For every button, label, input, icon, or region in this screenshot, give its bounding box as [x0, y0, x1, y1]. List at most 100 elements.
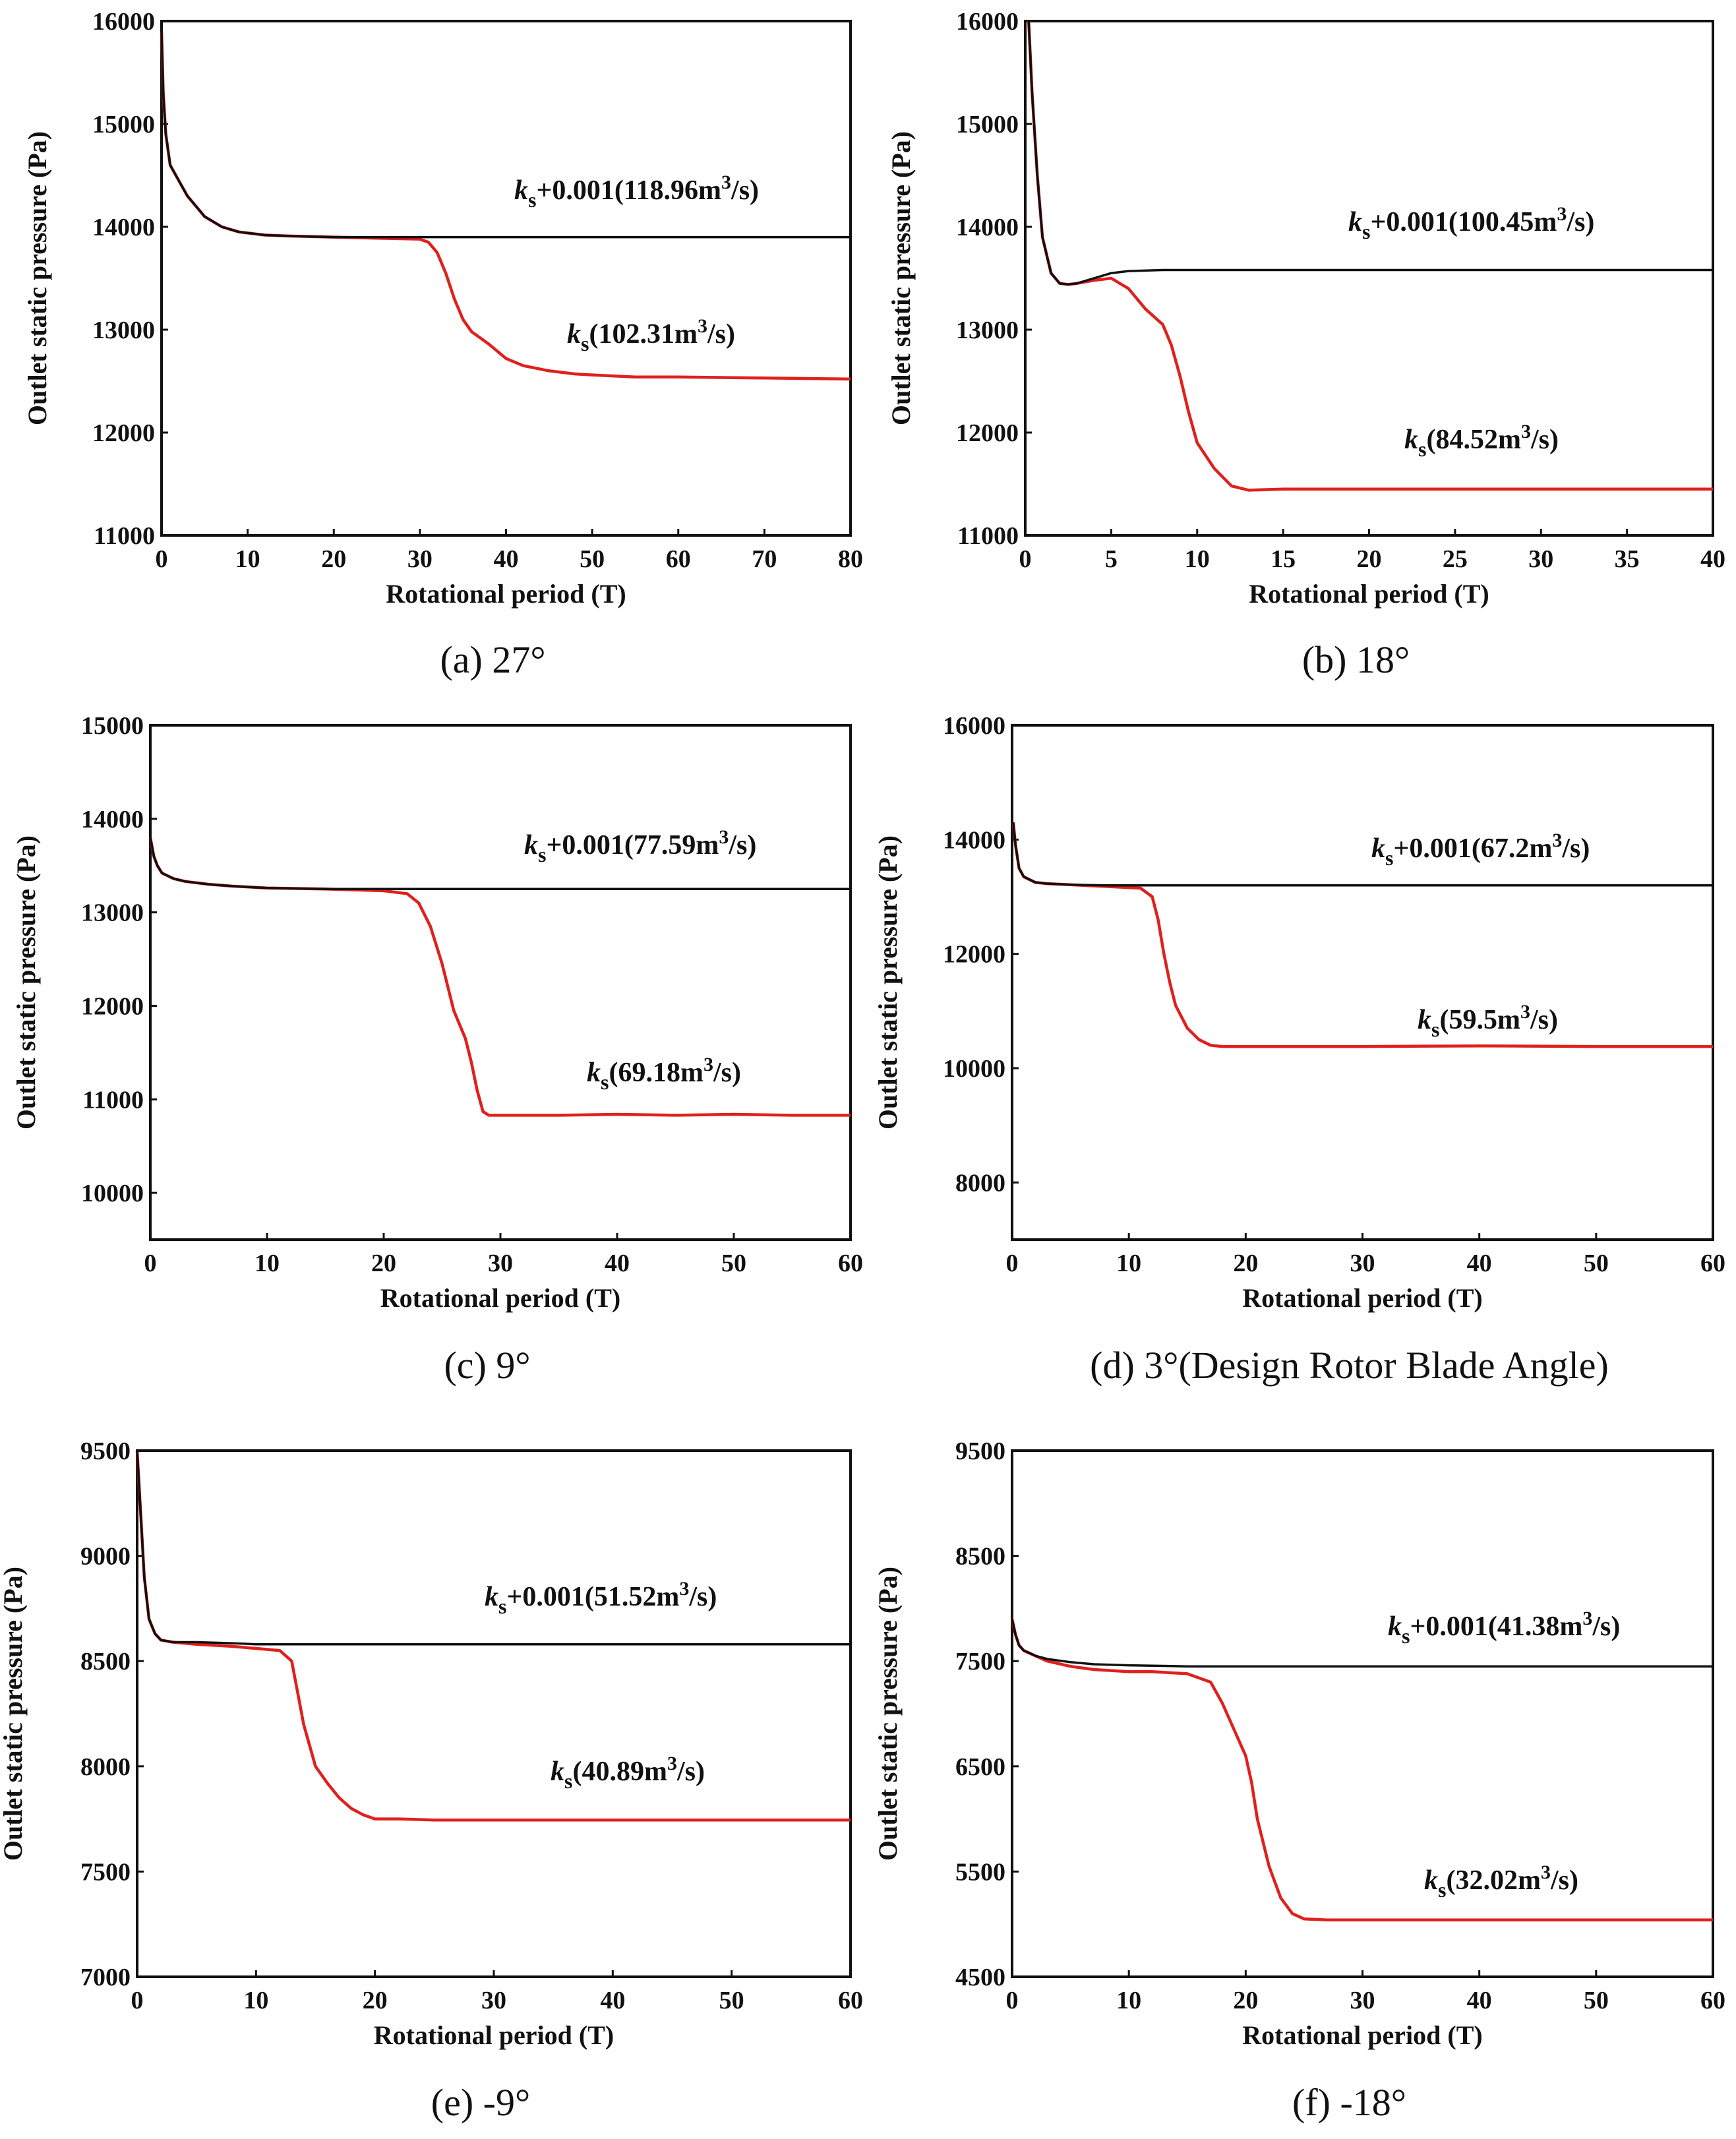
x-tick-label: 20: [321, 545, 346, 573]
x-tick-label: 40: [600, 1987, 625, 2014]
x-axis-label: Rotational period (T): [1242, 1283, 1482, 1313]
y-tick-label: 13000: [92, 316, 155, 344]
y-tick-label: 15000: [956, 111, 1019, 138]
x-tick-label: 0: [1006, 1250, 1019, 1277]
y-axis-label: Outlet static pressure (Pa): [886, 131, 916, 425]
series-label-subscript: s: [601, 1070, 609, 1094]
x-tick-label: 50: [719, 1987, 744, 2014]
x-tick-label: 60: [838, 1987, 863, 2014]
series-label-symbol: k: [551, 1757, 564, 1787]
series-label-text: (84.52m: [1426, 425, 1520, 455]
x-tick-label: 0: [156, 545, 168, 573]
series-label-symbol: k: [524, 830, 538, 860]
x-tick-label: 35: [1615, 545, 1640, 573]
series-label-superscript: 3: [721, 171, 731, 193]
y-tick-label: 7500: [955, 1648, 1005, 1675]
series-label-unit: /s): [713, 1058, 741, 1088]
series-label-unit: /s): [1550, 1865, 1578, 1896]
panel-caption: (b) 18°: [1302, 638, 1410, 681]
series-label-text: +0.001(67.2m: [1393, 833, 1552, 864]
series-label-superscript: 3: [703, 1054, 713, 1075]
x-tick-label: 10: [1185, 545, 1210, 573]
series-label-symbol: k: [1388, 1612, 1402, 1642]
y-tick-label: 11000: [82, 1086, 144, 1114]
y-axis-label: Outlet static pressure (Pa): [22, 131, 52, 425]
panel-caption: (c) 9°: [444, 1344, 530, 1387]
series-label-unit: /s): [728, 830, 756, 860]
chart-panel-1: 0 5 10 15 20 25 30 35 40 11000 12000 13000 14000 1500…: [886, 8, 1725, 681]
series-label-text: (102.31m: [589, 319, 697, 349]
x-axis-label: Rotational period (T): [386, 579, 626, 609]
x-tick-label: 80: [838, 545, 863, 573]
chart-panel-5: 0 10 20 30 40 50 60 4500 5500 6500 7500 8500 9500 Rot…: [873, 1437, 1725, 2124]
y-axis-label: Outlet static pressure (Pa): [0, 1567, 28, 1861]
x-tick-label: 10: [243, 1987, 268, 2014]
series-label-text: +0.001(77.59m: [546, 830, 719, 860]
series-line-1: [1011, 822, 1713, 1048]
y-tick-label: 12000: [81, 992, 144, 1020]
series-label-superscript: 3: [698, 315, 707, 337]
series-label-unit: /s): [1530, 425, 1559, 455]
series-label-superscript: 3: [1582, 1608, 1592, 1629]
series-label-unit: /s): [731, 175, 759, 206]
x-tick-label: 30: [407, 545, 433, 573]
x-tick-label: 30: [1350, 1250, 1375, 1277]
series-label-symbol: k: [1348, 207, 1362, 237]
series-label-0: ks+0.001(77.59m3/s): [524, 826, 756, 866]
series-line-0: [1011, 1619, 1713, 1668]
series-label-unit: /s): [1592, 1612, 1620, 1642]
x-tick-label: 50: [1584, 1250, 1609, 1277]
y-tick-label: 12000: [943, 941, 1005, 969]
x-axis-label: Rotational period (T): [380, 1283, 620, 1313]
y-tick-label: 10000: [81, 1180, 144, 1207]
x-axis-label: Rotational period (T): [1242, 2020, 1482, 2050]
plot-frame: [1011, 1449, 1714, 1978]
series-label-subscript: s: [1431, 1017, 1439, 1041]
series-label-1: ks(40.89m3/s): [551, 1753, 705, 1793]
x-tick-label: 0: [1019, 545, 1032, 573]
series-label-1: ks(102.31m3/s): [567, 315, 735, 355]
y-tick-label: 13000: [81, 899, 144, 927]
series-label-1: ks(32.02m3/s): [1424, 1861, 1578, 1902]
plot-frame: [149, 724, 852, 1241]
chart-panel-2: 0 10 20 30 40 50 60 10000 11000 12000 13000 14000 15…: [11, 712, 863, 1387]
y-tick-label: 10000: [943, 1055, 1005, 1083]
y-axis-label: Outlet static pressure (Pa): [873, 1567, 903, 1861]
series-label-text: (59.5m: [1439, 1005, 1520, 1035]
y-tick-label: 16000: [956, 8, 1019, 36]
series-line-0: [160, 31, 851, 239]
y-tick-label: 14000: [943, 826, 1005, 854]
series-label-superscript: 3: [1541, 1861, 1551, 1883]
series-label-symbol: k: [485, 1582, 498, 1612]
series-label-subscript: s: [1362, 220, 1370, 243]
y-tick-label: 6500: [955, 1753, 1005, 1781]
y-tick-label: 15000: [81, 712, 144, 740]
series-label-subscript: s: [498, 1594, 506, 1618]
series-label-superscript: 3: [1557, 203, 1567, 225]
x-tick-label: 0: [1006, 1987, 1019, 2014]
x-tick-label: 10: [254, 1250, 280, 1277]
y-tick-label: 11000: [957, 522, 1019, 550]
series-line-0: [136, 1450, 851, 1646]
series-label-subscript: s: [581, 332, 589, 355]
plot-frame: [1024, 20, 1714, 537]
series-label-unit: /s): [688, 1582, 717, 1612]
panel-caption: (f) -18°: [1292, 2081, 1406, 2124]
series-label-superscript: 3: [1521, 421, 1531, 442]
panel-caption: (e) -9°: [431, 2081, 530, 2124]
series-label-superscript: 3: [1520, 1001, 1530, 1023]
chart-panel-0: 0 10 20 30 40 50 60 70 80 11000 12000 13000 14000 150…: [22, 8, 863, 681]
y-tick-label: 9000: [80, 1543, 131, 1571]
y-tick-label: 14000: [92, 214, 155, 241]
series-label-subscript: s: [564, 1769, 572, 1793]
series-label-subscript: s: [1402, 1624, 1410, 1648]
series-label-0: ks+0.001(51.52m3/s): [485, 1578, 717, 1618]
series-label-0: ks+0.001(100.45m3/s): [1348, 203, 1594, 243]
series-label-text: (32.02m: [1446, 1865, 1540, 1896]
y-axis-label: Outlet static pressure (Pa): [11, 835, 41, 1130]
x-tick-label: 20: [1233, 1250, 1258, 1277]
x-tick-label: 50: [580, 545, 605, 573]
x-tick-label: 40: [1467, 1250, 1492, 1277]
series-label-subscript: s: [1438, 1878, 1446, 1902]
series-label-superscript: 3: [719, 826, 729, 848]
